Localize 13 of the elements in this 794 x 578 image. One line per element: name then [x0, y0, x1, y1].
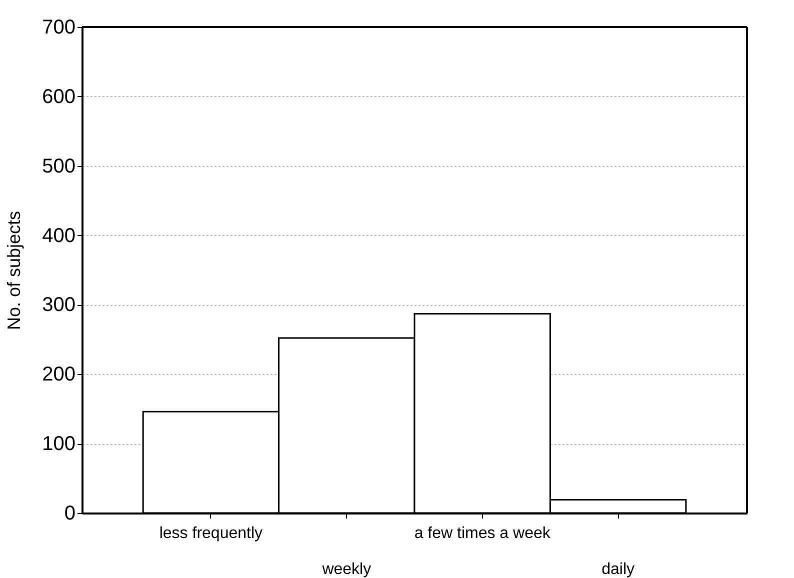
y-tick-label: 600 [42, 86, 76, 108]
y-tick-label: 500 [42, 155, 76, 178]
y-tick-label: 200 [42, 364, 76, 386]
x-tick-label: daily [602, 561, 635, 578]
x-tick-label: a few times a week [414, 525, 552, 542]
y-tick-label: 400 [42, 224, 76, 247]
x-tick-label: weekly [321, 561, 372, 578]
y-tick-label: 700 [42, 16, 76, 38]
y-tick-label: 0 [64, 502, 76, 524]
y-axis-title: No. of subjects [4, 210, 24, 330]
x-tick-label: less frequently [159, 525, 263, 542]
y-tick-label: 100 [42, 433, 76, 456]
y-tick-label: 300 [42, 294, 76, 316]
